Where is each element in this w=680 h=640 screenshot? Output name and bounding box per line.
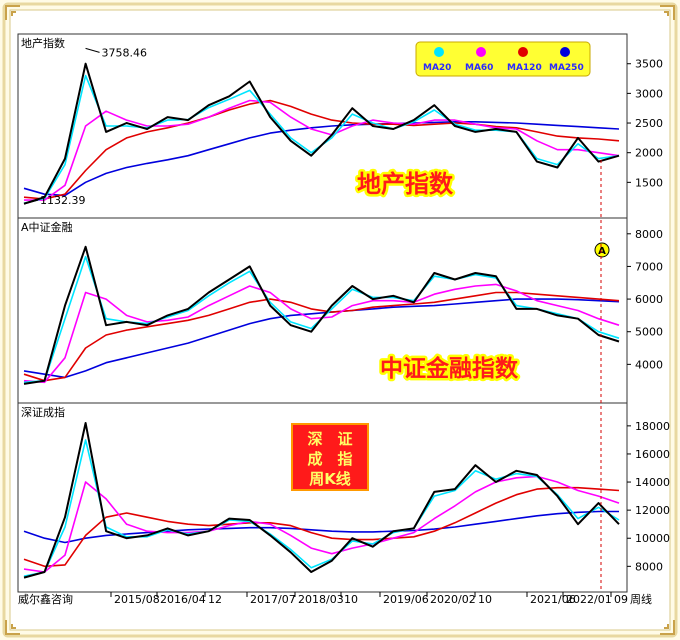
legend-label-ma250: MA250 xyxy=(549,63,584,73)
footer-period: 周线 xyxy=(630,592,652,606)
overlay-line-1: 深 证 xyxy=(307,430,352,448)
x-tick-label: 10 xyxy=(344,593,358,606)
y-tick-label: 8000 xyxy=(635,228,663,241)
legend-label-ma20: MA20 xyxy=(423,63,451,73)
series-ma60-line xyxy=(23,475,620,573)
annotation-label: 1132.39 xyxy=(40,194,86,207)
series-ma120-line xyxy=(23,486,620,568)
y-tick-label: 2500 xyxy=(635,117,663,130)
y-tick-label: 1500 xyxy=(635,176,663,189)
annotation-leader xyxy=(85,47,100,53)
marker-a-icon xyxy=(594,242,610,258)
series-ma20-line xyxy=(23,439,620,577)
x-tick-label: 2016/04 xyxy=(160,593,206,606)
y-tick-label: 14000 xyxy=(635,476,670,489)
annotation-label: 3758.46 xyxy=(102,46,148,59)
legend-label-ma120: MA120 xyxy=(507,63,542,73)
x-tick-label: 12 xyxy=(208,593,222,606)
series-ma120-line xyxy=(23,99,620,200)
legend-label-ma60: MA60 xyxy=(465,63,493,73)
footer-source: 威尔鑫咨询 xyxy=(18,592,73,606)
y-tick-label: 2000 xyxy=(635,147,663,160)
y-tick-label: 6000 xyxy=(635,293,663,306)
x-tick-label: 2019/06 xyxy=(383,593,429,606)
legend-dot-ma120 xyxy=(518,47,528,57)
corner-ornament-icon xyxy=(5,5,675,635)
overlay-title-3: 深 证 成 指 周K线 xyxy=(291,423,369,491)
x-tick-label: 2017/07 xyxy=(250,593,296,606)
panel-title: A中证金融 xyxy=(21,220,73,234)
x-tick-label: 2021/06 xyxy=(530,593,576,606)
series-ma60-line xyxy=(24,99,620,201)
legend-box: MA20 MA60 MA120 MA250 xyxy=(415,41,591,77)
series-ma250-line xyxy=(23,298,620,379)
series-price-line xyxy=(23,245,620,385)
y-tick-label: 7000 xyxy=(635,260,663,273)
chart-panel-2: A中证金融 4000 5000 6000 7000 8000 A xyxy=(17,217,663,404)
y-tick-label: 4000 xyxy=(635,358,663,371)
series-price-line xyxy=(23,422,620,579)
y-tick-label: 18000 xyxy=(635,420,670,433)
overlay-line-3: 周K线 xyxy=(309,470,351,488)
y-tick-label: 10000 xyxy=(635,532,670,545)
series-ma250-line xyxy=(23,121,620,197)
y-tick-label: 8000 xyxy=(635,560,663,573)
overlay-line-2: 成 指 xyxy=(307,450,352,468)
legend-dot-ma60 xyxy=(476,47,486,57)
svg-text:地产指数: 地产指数 xyxy=(357,170,454,198)
overlay-title-1: 地产指数 地产指数 xyxy=(355,168,457,201)
x-axis: 2015/08 2016/04 12 2017/07 2018/03 10 2019/06 2… xyxy=(110,592,628,606)
legend-dot-ma20 xyxy=(434,47,444,57)
x-tick-label: 2015/08 xyxy=(114,593,160,606)
series-ma250-line xyxy=(23,510,619,544)
y-tick-label: 12000 xyxy=(635,504,670,517)
y-tick-label: 3500 xyxy=(635,58,663,71)
series-price-line xyxy=(23,62,620,205)
x-tick-label: 2020/02 xyxy=(430,593,476,606)
marker-a-label: A xyxy=(598,246,606,257)
x-tick-label: 10 xyxy=(478,593,492,606)
svg-text:地产指数: 地产指数 xyxy=(357,170,454,198)
y-tick-label: 16000 xyxy=(635,448,670,461)
annotation-leader xyxy=(23,199,39,205)
panel-title: 深证成指 xyxy=(21,405,65,419)
legend-dot-ma250 xyxy=(560,47,570,57)
svg-text:中证金融指数: 中证金融指数 xyxy=(380,355,519,382)
x-tick-label: 2022/01 xyxy=(566,593,612,606)
svg-text:中证金融指数: 中证金融指数 xyxy=(380,355,519,382)
x-tick-label: 09 xyxy=(614,593,628,606)
x-tick-label: 2018/03 xyxy=(298,593,344,606)
overlay-title-2: 中证金融指数 中证金融指数 xyxy=(378,353,522,385)
y-tick-label: 3000 xyxy=(635,87,663,100)
y-tick-label: 5000 xyxy=(635,326,663,339)
panel-title: 地产指数 xyxy=(21,36,65,50)
